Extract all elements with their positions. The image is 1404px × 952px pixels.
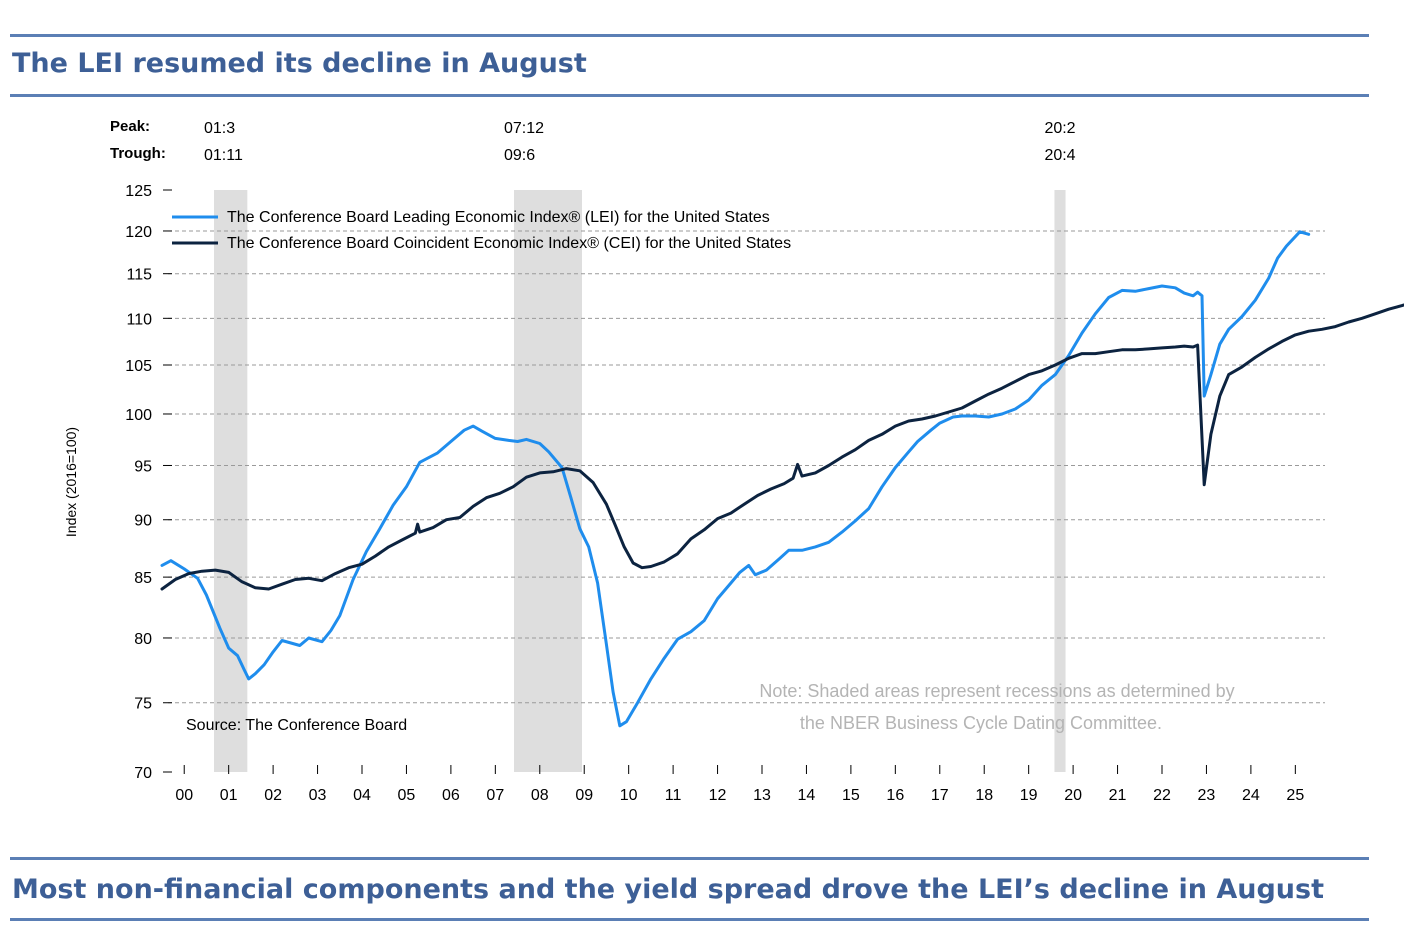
- peak-date: 20:2: [1044, 120, 1075, 137]
- lei-cei-chart: Peak: Trough: Index (2016=100) Source: T…: [63, 118, 1404, 804]
- y-tick-label: 105: [125, 358, 152, 375]
- x-tick-label: 07: [486, 787, 504, 804]
- x-tick-label: 20: [1064, 787, 1082, 804]
- x-tick-label: 15: [842, 787, 860, 804]
- x-tick-label: 03: [309, 787, 327, 804]
- x-tick-label: 22: [1153, 787, 1171, 804]
- x-tick-label: 11: [665, 787, 682, 804]
- labels: Peak: Trough: Index (2016=100) Source: T…: [63, 118, 1304, 804]
- x-tick-label: 17: [931, 787, 949, 804]
- legend-label-lei: The Conference Board Leading Economic In…: [227, 209, 770, 226]
- y-tick-label: 85: [134, 570, 152, 587]
- section-rule-bottom: [10, 918, 1369, 921]
- y-tick-label: 70: [134, 765, 152, 782]
- x-tick-label: 05: [398, 787, 416, 804]
- x-tick-label: 12: [709, 787, 727, 804]
- top-rule: [10, 34, 1369, 37]
- axes: [163, 189, 1296, 774]
- x-tick-label: 19: [1020, 787, 1038, 804]
- recession-band: [214, 190, 248, 772]
- x-tick-label: 08: [531, 787, 549, 804]
- x-tick-label: 24: [1242, 787, 1260, 804]
- y-tick-label: 95: [134, 458, 152, 475]
- title-rule: [10, 94, 1369, 97]
- y-tick-label: 100: [125, 407, 152, 424]
- trough-date: 09:6: [504, 147, 535, 164]
- series-line-lei: [160, 230, 1311, 728]
- x-tick-label: 25: [1286, 787, 1304, 804]
- y-tick-label: 80: [134, 631, 152, 648]
- x-tick-label: 18: [975, 787, 993, 804]
- x-tick-label: 10: [620, 787, 638, 804]
- peak-label: Peak:: [110, 118, 150, 135]
- x-tick-label: 01: [220, 787, 238, 804]
- x-tick-label: 16: [886, 787, 904, 804]
- legend: The Conference Board Leading Economic In…: [172, 209, 791, 252]
- y-tick-label: 125: [125, 183, 152, 200]
- series-lines: [160, 230, 1404, 728]
- x-tick-label: 04: [353, 787, 371, 804]
- recession-shading: [214, 190, 1066, 772]
- x-tick-label: 02: [264, 787, 282, 804]
- recession-band: [514, 190, 582, 772]
- x-tick-label: 13: [753, 787, 771, 804]
- y-tick-label: 110: [126, 311, 152, 328]
- section-heading: Most non-financial components and the yi…: [12, 874, 1325, 905]
- y-tick-label: 120: [125, 224, 152, 241]
- peak-date: 07:12: [504, 120, 544, 137]
- note-line-2: the NBER Business Cycle Dating Committee…: [800, 713, 1162, 733]
- peak-date: 01:3: [204, 120, 235, 137]
- x-tick-label: 06: [442, 787, 460, 804]
- x-tick-label: 23: [1198, 787, 1216, 804]
- x-tick-label: 14: [798, 787, 816, 804]
- y-tick-label: 75: [134, 696, 152, 713]
- x-tick-label: 00: [175, 787, 193, 804]
- source-annotation: Source: The Conference Board: [186, 717, 407, 734]
- note-line-1: Note: Shaded areas represent recessions …: [759, 681, 1234, 701]
- trough-date: 01:11: [204, 147, 243, 164]
- y-tick-label: 90: [134, 513, 152, 530]
- gridlines: [168, 230, 1325, 704]
- recession-band: [1054, 190, 1066, 772]
- page-title: The LEI resumed its decline in August: [12, 48, 587, 79]
- section-rule-top: [10, 857, 1369, 860]
- x-tick-label: 09: [575, 787, 593, 804]
- y-tick-label: 115: [126, 267, 152, 284]
- y-axis-title: Index (2016=100): [63, 427, 79, 537]
- trough-date: 20:4: [1044, 147, 1075, 164]
- trough-label: Trough:: [110, 145, 166, 162]
- legend-label-cei: The Conference Board Coincident Economic…: [227, 235, 791, 252]
- series-line-cei: [160, 303, 1404, 591]
- x-tick-label: 21: [1109, 787, 1127, 804]
